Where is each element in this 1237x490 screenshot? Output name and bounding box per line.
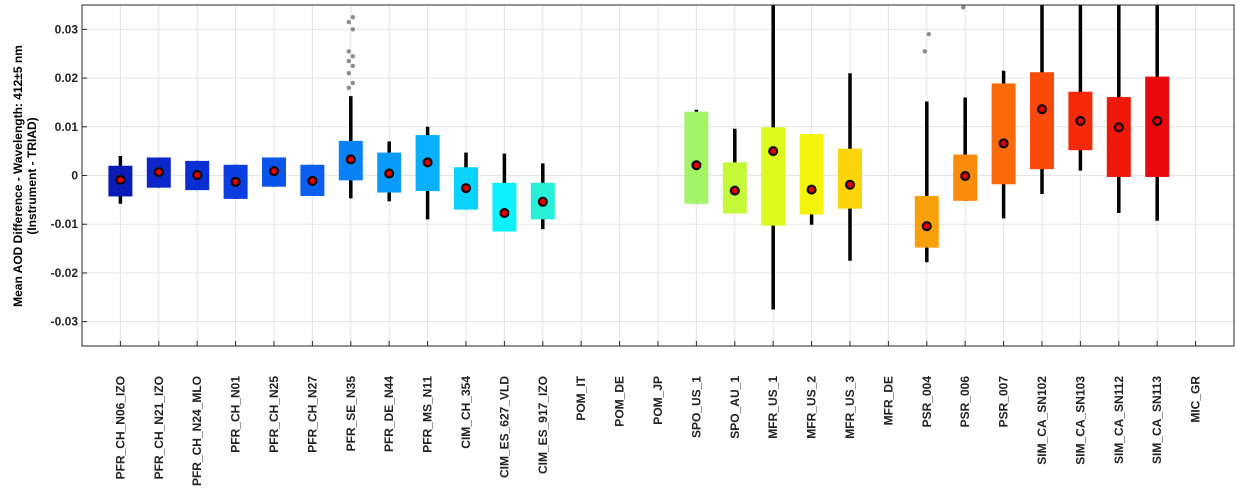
y-tick-label-4: 0.01 [55,120,79,134]
median-marker-27 [1152,115,1163,126]
median-marker-7 [384,168,395,179]
outlier-6-9 [350,14,355,20]
median-marker-3 [230,176,241,187]
outliers-layer [346,5,966,91]
y-axis-label-line2: (Instrument - TRIAD) [25,117,39,234]
median-marker-18 [806,184,817,195]
median-marker-17 [768,146,779,157]
x-tick-label-3: PFR_CH_N01 [229,376,243,453]
x-tick-label-20: MFR_DE [881,376,895,425]
boxes-layer [108,72,1170,248]
box-27 [1145,76,1170,177]
box-10 [492,182,517,232]
x-tick-label-19: MFR_US_3 [843,376,857,439]
y-axis-label: Mean AOD Difference - Wavelength: 412±5 … [11,45,39,307]
median-marker-9 [461,183,471,194]
median-marker-15 [691,160,702,171]
y-tick-label-6: 0.03 [55,22,79,36]
y-tick-label-3: 0 [71,169,78,183]
x-tick-label-25: SIM_CA_SN103 [1073,376,1087,465]
x-tick-label-14: POM_JP [651,376,665,425]
x-tick-label-12: POM_IT [574,375,588,420]
median-marker-10 [499,208,510,219]
x-tick-label-21: PSR_004 [920,376,934,428]
median-marker-4 [269,166,279,177]
x-tick-label-27: SIM_CA_SN113 [1150,376,1164,464]
outlier-21-0 [922,49,927,54]
x-tick-label-6: PFR_SE_N35 [344,376,358,452]
outlier-21-1 [926,32,931,37]
x-tick-label-2: PFR_CH_N24_MLO [190,376,204,486]
x-tick-label-24: SIM_CA_SN102 [1035,376,1049,465]
outlier-6-4 [346,58,351,64]
outlier-6-1 [350,80,355,86]
medians-layer [115,104,1163,232]
outlier-6-6 [346,49,351,54]
outlier-6-3 [350,63,355,69]
median-marker-22 [960,170,971,181]
median-marker-0 [115,174,126,185]
x-tick-label-9: CIM_CH_354 [459,376,473,449]
x-tick-label-7: PFR_DE_N44 [382,376,396,452]
x-tick-label-23: PSR_007 [997,376,1011,428]
y-tick-label-1: -0.02 [51,266,79,280]
median-marker-2 [192,170,203,181]
x-tick-label-26: SIM_CA_SN112 [1112,376,1126,464]
outlier-6-8 [346,19,351,25]
x-tick-label-15: SPO_US_1 [689,376,703,438]
outlier-6-2 [346,71,351,76]
x-tick-label-8: PFR_MS_N11 [421,376,435,453]
median-marker-25 [1075,115,1086,126]
median-marker-1 [153,167,164,178]
y-axis-label-line1: Mean AOD Difference - Wavelength: 412±5 … [11,45,25,307]
median-marker-19 [845,179,855,190]
box-19 [838,148,862,209]
y-axis-ticks: -0.03 -0.02 -0.01 0 0.01 0.02 0.03 [51,22,87,329]
median-marker-16 [729,185,740,196]
x-tick-label-28: MIC_GR [1189,376,1203,423]
x-axis-ticks: PFR_CH_N06_IZO PFR_CH_N21_IZO PFR_CH_N24_M… [113,341,1203,486]
box-15 [684,111,709,204]
median-marker-23 [998,138,1009,149]
outlier-6-5 [350,53,355,59]
x-tick-label-5: PFR_CH_N27 [305,376,319,453]
x-tick-label-13: POM_DE [613,376,627,427]
median-marker-21 [921,221,932,232]
x-tick-label-0: PFR_CH_N06_IZO [113,376,127,479]
y-tick-label-0: -0.03 [51,315,79,329]
x-tick-label-4: PFR_CH_N25 [267,376,281,453]
x-tick-label-18: MFR_US_2 [805,376,819,439]
outlier-6-0 [346,85,351,91]
y-tick-label-5: 0.02 [55,71,79,85]
median-marker-5 [307,175,318,186]
x-tick-label-16: SPO_AU_1 [728,376,742,439]
median-marker-11 [537,196,548,207]
x-tick-label-1: PFR_CH_N21_IZO [152,376,166,479]
median-marker-8 [422,157,433,168]
median-marker-26 [1113,122,1124,133]
median-marker-24 [1037,104,1047,115]
box-17 [761,127,786,226]
x-tick-label-22: PSR_006 [958,376,972,428]
y-tick-label-2: -0.01 [51,217,79,231]
box-18 [799,134,824,215]
x-tick-label-10: CIM_ES_627_VLD [497,376,511,478]
outlier-22-0 [961,5,966,10]
median-marker-6 [345,154,356,165]
box-26 [1106,97,1131,177]
x-tick-label-17: MFR_US_1 [766,376,780,439]
box-23 [991,83,1016,185]
box-24 [1030,72,1054,170]
outlier-6-7 [350,27,355,32]
x-tick-label-11: CIM_ES_917_IZO [536,376,550,474]
